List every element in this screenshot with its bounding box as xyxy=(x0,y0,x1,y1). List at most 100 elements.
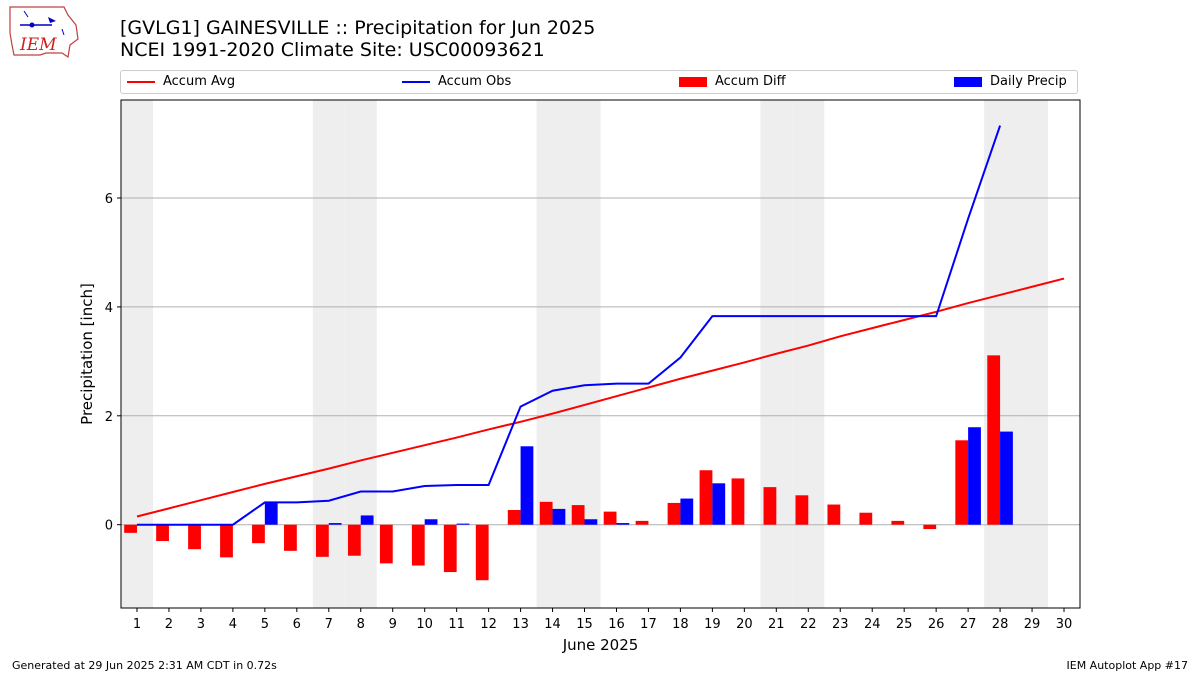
y-tick-label: 4 xyxy=(105,301,113,316)
y-axis-label: Precipitation [inch] xyxy=(78,283,96,425)
accum-diff-bar xyxy=(284,524,297,551)
x-tick-label: 1 xyxy=(133,617,141,632)
x-tick-label: 7 xyxy=(325,617,333,632)
daily-precip-bar xyxy=(968,427,981,525)
accum-obs-line xyxy=(136,125,1002,526)
accum-diff-bar xyxy=(699,470,713,525)
app-label: IEM Autoplot App #17 xyxy=(1066,659,1189,672)
x-tick-label: 12 xyxy=(480,617,497,632)
accum-diff-bar xyxy=(252,524,265,544)
x-tick-label: 5 xyxy=(261,617,269,632)
daily-precip-bar xyxy=(424,519,438,525)
x-tick-label: 2 xyxy=(165,617,173,632)
x-tick-label: 28 xyxy=(992,617,1009,632)
accum-avg-line xyxy=(136,277,1065,518)
accum-diff-bar xyxy=(411,524,425,566)
accum-diff-bar xyxy=(156,524,169,542)
accum-diff-bar xyxy=(539,501,553,525)
accum-diff-bar xyxy=(731,478,745,525)
accum-diff-bar xyxy=(763,487,777,525)
accum-diff-bar xyxy=(315,524,329,557)
accum-diff-bar xyxy=(571,505,585,525)
bars xyxy=(124,355,1013,581)
x-tick-label: 17 xyxy=(640,617,657,632)
generated-timestamp: Generated at 29 Jun 2025 2:31 AM CDT in … xyxy=(12,659,277,672)
x-tick-label: 13 xyxy=(512,617,529,632)
y-tick-label: 0 xyxy=(105,519,113,534)
accum-diff-bar xyxy=(475,524,489,581)
legend-swatch xyxy=(402,80,430,83)
iowa-outline-icon xyxy=(9,6,79,59)
accum-diff-bar xyxy=(955,440,969,525)
x-tick-label: 14 xyxy=(544,617,561,632)
accum-diff-bar xyxy=(667,502,681,525)
weekend-shade xyxy=(568,100,601,608)
x-tick-label: 16 xyxy=(608,617,625,632)
weekend-shade xyxy=(984,100,1017,608)
chart-legend: Accum Avg Accum Obs Accum Diff Daily Pre… xyxy=(120,70,1078,94)
plot-frame xyxy=(120,99,1081,609)
x-tick-label: 8 xyxy=(357,617,365,632)
logo-text: IEM xyxy=(19,35,57,55)
daily-precip-bar xyxy=(456,523,470,525)
legend-swatch xyxy=(954,76,982,87)
accum-diff-bar xyxy=(443,524,457,573)
chart-subtitle: NCEI 1991-2020 Climate Site: USC00093621 xyxy=(120,39,545,61)
accum-diff-bar xyxy=(795,495,809,525)
grid-lines xyxy=(121,197,1080,526)
accum-diff-bar xyxy=(635,520,649,525)
daily-precip-bar xyxy=(328,523,342,525)
chart-title: [GVLG1] GAINESVILLE :: Precipitation for… xyxy=(120,17,596,39)
accum-diff-bar xyxy=(923,524,937,530)
x-tick-label: 20 xyxy=(736,617,753,632)
accum-diff-bar xyxy=(220,524,233,558)
accum-diff-bar xyxy=(987,355,1001,525)
x-tick-label: 10 xyxy=(416,617,433,632)
accum-diff-bar xyxy=(859,512,873,525)
series-lines xyxy=(136,125,1065,526)
accum-diff-bar xyxy=(379,524,393,564)
y-tick-label: 6 xyxy=(105,192,113,207)
legend-item-accum-diff: Accum Diff xyxy=(679,74,786,92)
legend-label: Daily Precip xyxy=(990,74,1067,89)
weekend-shade xyxy=(1016,100,1049,608)
x-axis-label: June 2025 xyxy=(562,636,639,654)
legend-item-accum-obs: Accum Obs xyxy=(402,74,511,92)
legend-item-daily-precip: Daily Precip xyxy=(954,74,1067,92)
weekend-shade xyxy=(792,100,825,608)
x-tick-label: 21 xyxy=(768,617,785,632)
legend-item-accum-avg: Accum Avg xyxy=(127,74,235,92)
legend-swatch xyxy=(679,76,707,87)
iem-logo: IEM xyxy=(9,6,79,59)
daily-precip-bar xyxy=(584,519,598,525)
legend-label: Accum Obs xyxy=(438,74,512,89)
x-tick-label: 19 xyxy=(704,617,721,632)
daily-precip-bar xyxy=(1000,431,1013,525)
x-tick-label: 30 xyxy=(1056,617,1073,632)
x-tick-label: 27 xyxy=(960,617,977,632)
daily-precip-bar xyxy=(552,508,566,525)
y-tick-label: 2 xyxy=(105,410,113,425)
legend-label: Accum Diff xyxy=(715,74,786,89)
x-tick-label: 26 xyxy=(928,617,945,632)
daily-precip-bar xyxy=(360,515,374,525)
accum-diff-bar xyxy=(507,509,521,525)
daily-precip-bar xyxy=(264,502,278,525)
x-tick-label: 4 xyxy=(229,617,237,632)
x-tick-label: 22 xyxy=(800,617,817,632)
x-tick-label: 6 xyxy=(293,617,301,632)
accum-diff-bar xyxy=(124,524,137,533)
x-tick-label: 11 xyxy=(448,617,465,632)
daily-precip-bar xyxy=(680,498,694,525)
daily-precip-bar xyxy=(712,483,726,525)
accum-diff-bar xyxy=(603,511,617,525)
x-tick-label: 24 xyxy=(864,617,881,632)
legend-label: Accum Avg xyxy=(163,74,236,89)
daily-precip-bar xyxy=(520,446,534,525)
x-tick-label: 3 xyxy=(197,617,205,632)
x-tick-label: 15 xyxy=(576,617,593,632)
accum-diff-bar xyxy=(827,504,841,525)
weekend-shade xyxy=(121,100,153,608)
